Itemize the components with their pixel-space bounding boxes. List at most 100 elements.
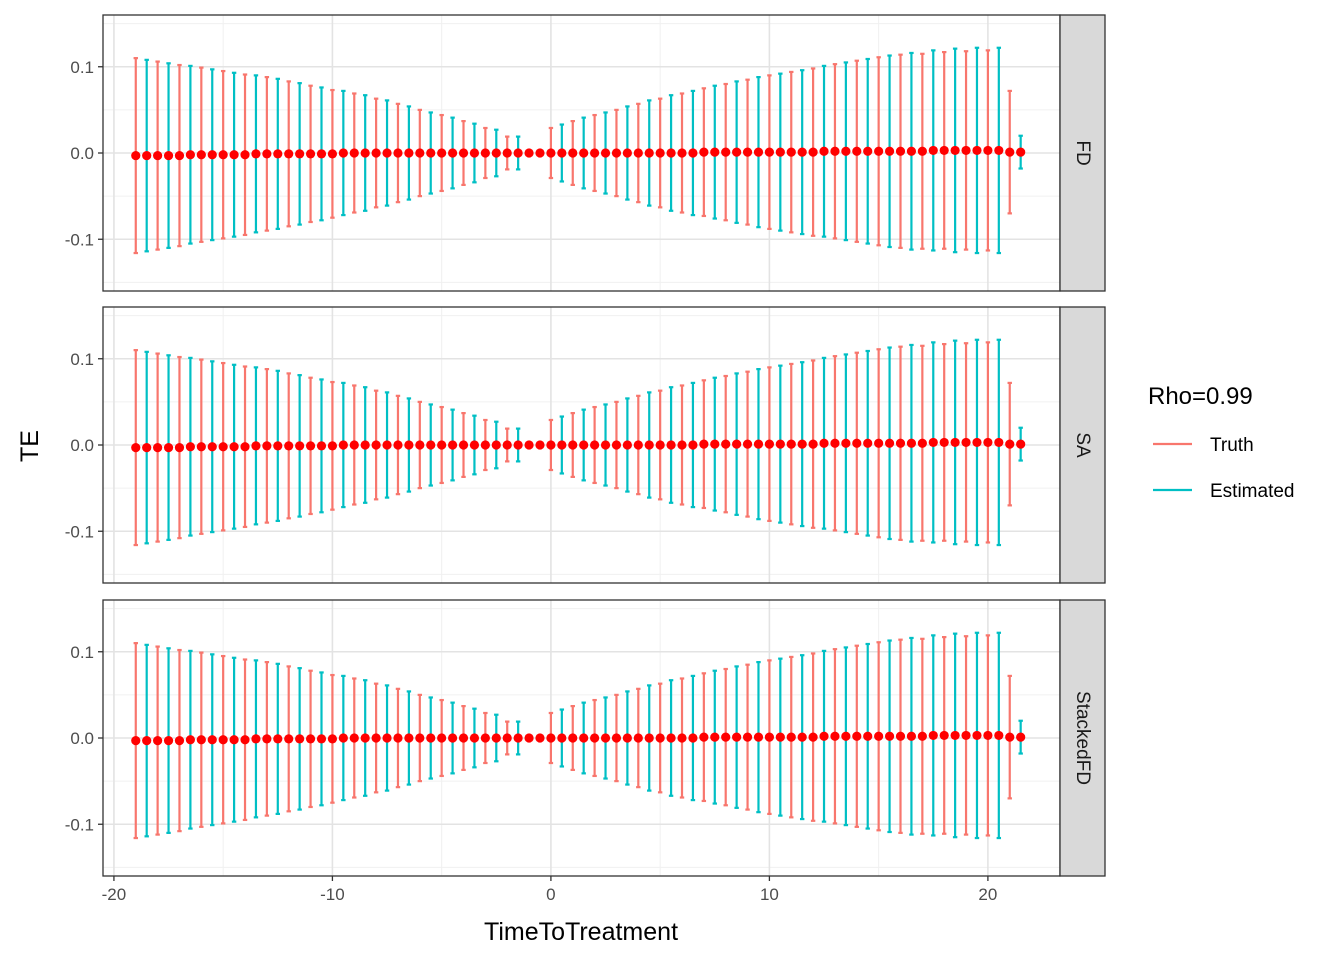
estimate-point	[797, 732, 807, 742]
estimate-point	[721, 732, 731, 742]
estimate-point	[229, 442, 239, 452]
estimate-point	[557, 733, 567, 743]
estimate-point	[688, 440, 698, 450]
y-tick-label: -0.1	[65, 522, 94, 541]
estimate-point	[666, 440, 676, 450]
estimate-point	[1005, 439, 1015, 449]
estimate-point	[797, 439, 807, 449]
estimate-point	[218, 442, 228, 452]
facet-label: SA	[1072, 432, 1093, 458]
estimate-point	[415, 148, 425, 158]
estimate-point	[972, 730, 982, 741]
estimate-point	[273, 734, 283, 744]
estimate-point	[163, 735, 174, 746]
estimate-point	[447, 440, 458, 450]
estimate-point	[393, 733, 403, 743]
estimate-point	[349, 440, 359, 450]
estimate-point	[928, 437, 938, 448]
estimate-point	[426, 148, 436, 158]
estimate-point	[447, 148, 458, 158]
facet-panel: 0.1 0.0 -0.1 FD	[65, 14, 1106, 292]
legend-label: Truth	[1210, 435, 1254, 456]
estimate-point	[928, 145, 938, 156]
estimate-point	[710, 439, 720, 449]
estimate-point	[305, 734, 316, 744]
estimate-point	[131, 735, 141, 746]
estimate-point	[1005, 147, 1015, 157]
estimate-point	[218, 735, 228, 745]
estimate-point	[863, 438, 873, 448]
estimate-point	[360, 148, 370, 158]
estimate-point	[502, 733, 512, 743]
estimate-point	[535, 440, 545, 450]
estimate-point	[491, 148, 501, 158]
estimate-point	[852, 731, 862, 741]
facet-panels: 0.1 0.0 -0.1 FD 0.1 0.0 -0.1 SA 0.1 0.0 -0.1 Stacke…	[65, 14, 1106, 877]
estimate-point	[808, 439, 818, 449]
estimate-point	[699, 147, 709, 157]
estimate-point	[753, 732, 764, 742]
estimate-point	[775, 147, 785, 157]
estimate-point	[491, 440, 501, 450]
estimate-point	[251, 441, 261, 451]
estimate-point	[688, 148, 698, 158]
x-axis: -20 -10 0 10 20	[102, 876, 997, 904]
estimate-point	[917, 146, 927, 156]
estimate-point	[295, 441, 305, 451]
x-tick-label: 0	[546, 885, 555, 904]
estimate-point	[469, 733, 480, 743]
estimate-point	[131, 442, 141, 453]
estimate-point	[480, 440, 490, 450]
estimate-point	[611, 733, 622, 743]
estimate-point	[207, 735, 217, 745]
estimate-point	[633, 148, 643, 158]
estimate-point	[611, 440, 622, 450]
estimate-point	[874, 146, 884, 156]
estimate-point	[185, 442, 195, 452]
estimate-point	[655, 733, 665, 743]
estimate-point	[316, 149, 327, 159]
estimate-point	[153, 735, 163, 746]
estimate-point	[174, 442, 185, 453]
estimate-point	[961, 437, 971, 448]
estimate-point	[251, 734, 261, 744]
estimate-point	[841, 731, 851, 741]
estimate-point	[437, 733, 447, 743]
estimate-point	[939, 730, 949, 741]
estimate-point	[480, 148, 490, 158]
estimate-point	[906, 438, 917, 448]
y-tick-label: 0.0	[70, 729, 94, 748]
facet-panel: 0.1 0.0 -0.1 StackedFD	[65, 599, 1106, 877]
estimate-point	[732, 732, 742, 742]
estimate-point	[961, 730, 971, 741]
estimate-point	[742, 439, 753, 449]
estimate-point	[775, 439, 785, 449]
estimate-point	[732, 439, 742, 449]
estimate-point	[142, 442, 152, 453]
estimate-point	[404, 733, 414, 743]
estimate-point	[808, 147, 818, 157]
x-axis-title: TimeToTreatment	[484, 918, 678, 946]
estimate-point	[163, 442, 174, 453]
estimate-point	[611, 148, 622, 158]
estimate-point	[262, 734, 272, 744]
estimate-point	[819, 438, 829, 448]
facet-strip	[1059, 599, 1106, 877]
estimate-point	[841, 146, 851, 156]
estimate-point	[524, 440, 534, 450]
estimate-point	[863, 146, 873, 156]
facet-strip	[1059, 306, 1106, 584]
estimate-point	[338, 733, 348, 743]
estimate-point	[305, 149, 316, 159]
estimate-point	[950, 730, 960, 741]
estimate-point	[207, 442, 217, 452]
estimate-point	[480, 733, 490, 743]
estimate-point	[677, 148, 687, 158]
estimate-point	[819, 731, 829, 741]
estimate-point	[142, 150, 152, 161]
estimate-point	[655, 148, 665, 158]
estimate-point	[535, 733, 545, 743]
estimate-point	[655, 440, 665, 450]
estimate-point	[469, 148, 480, 158]
estimate-point	[546, 733, 556, 743]
